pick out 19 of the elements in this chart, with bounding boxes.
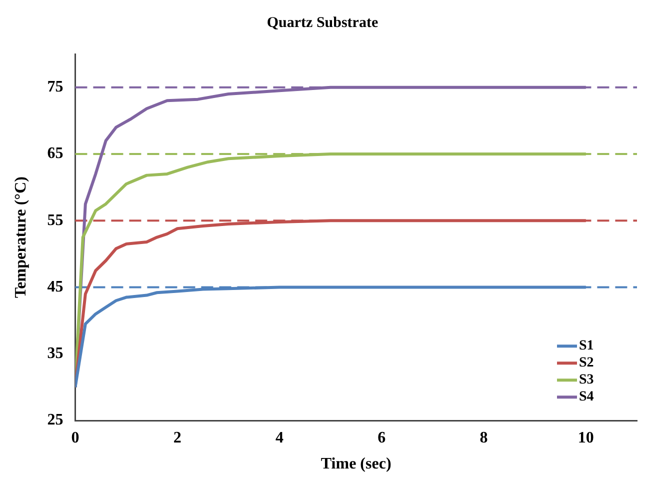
x-tick-label: 8 — [480, 429, 488, 446]
x-tick-label: 6 — [378, 429, 386, 446]
x-tick-label: 10 — [578, 429, 594, 446]
y-tick-label: 75 — [47, 78, 64, 96]
x-tick-label: 4 — [275, 429, 284, 446]
x-axis-title: Time (sec) — [320, 456, 392, 473]
legend-label: S2 — [579, 356, 594, 371]
legend-label: S4 — [579, 390, 594, 405]
legend-label: S3 — [579, 372, 594, 388]
y-tick-label: 35 — [47, 345, 64, 362]
y-axis-title: Temperature (°C) — [12, 176, 30, 298]
y-tick-label: 55 — [47, 212, 64, 229]
y-tick-label: 65 — [47, 145, 64, 162]
y-tick-label: 45 — [47, 278, 64, 296]
chart-title: Quartz Substrate — [266, 14, 378, 31]
legend-label: S1 — [579, 338, 594, 354]
x-tick-label: 0 — [71, 429, 80, 446]
y-tick-label: 25 — [47, 412, 64, 429]
x-tick-label: 2 — [173, 429, 182, 446]
